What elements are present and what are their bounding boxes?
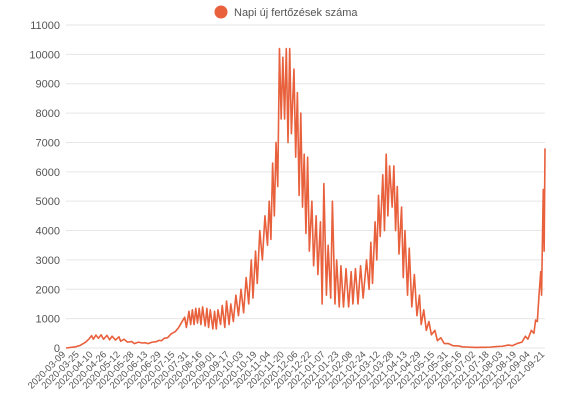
legend-label: Napi új fertőzések száma [234,7,358,19]
y-tick-label: 10000 [29,49,60,61]
y-tick-label: 2000 [36,284,60,296]
y-tick-label: 6000 [36,167,60,179]
series-layer [65,47,546,349]
y-tick-label: 11000 [30,20,60,32]
y-tick-label: 5000 [36,196,60,208]
y-tick-label: 9000 [36,79,60,91]
y-tick-label: 3000 [36,255,60,267]
y-tick-label: 1000 [36,314,60,326]
y-tick-label: 8000 [36,108,60,120]
legend[interactable]: Napi új fertőzések száma [214,5,359,20]
x-axis: 2020-03-092020-03-252020-04-102020-04-26… [26,349,547,391]
legend-marker [214,5,228,19]
y-tick-label: 7000 [36,137,60,149]
y-tick-label: 0 [54,343,60,355]
y-axis: 0 1000 2000 3000 4000 5000 6000 7000 8000 9000 100… [29,20,60,355]
series-line [65,47,546,349]
y-tick-label: 4000 [36,226,60,238]
